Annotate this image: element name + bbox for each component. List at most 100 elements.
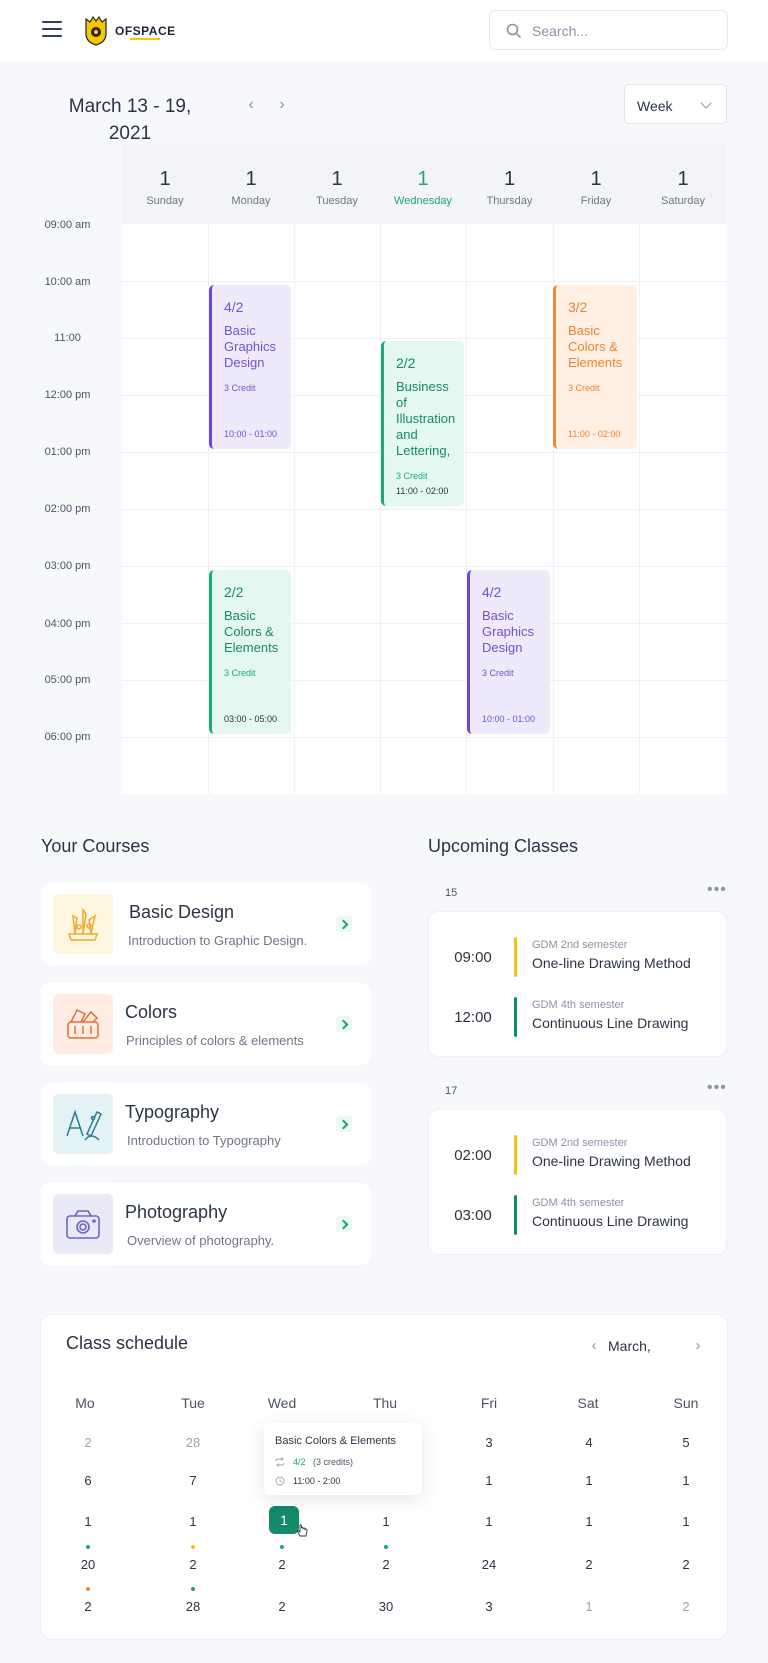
chevron-right-icon[interactable] bbox=[336, 1116, 352, 1132]
selected-date[interactable]: 1 bbox=[269, 1506, 299, 1534]
date-cell[interactable]: 30 bbox=[378, 1599, 394, 1614]
event-basic-graphics-design[interactable]: 4/2 Basic Graphics Design 3 Credit 10:00… bbox=[467, 570, 550, 734]
date-cell[interactable]: 2 bbox=[682, 1557, 690, 1572]
weekday-label: Sun bbox=[673, 1395, 699, 1411]
date-cell[interactable]: 1 bbox=[682, 1473, 690, 1488]
day-header-thursday[interactable]: 1 Thursday bbox=[466, 144, 553, 224]
course-subtitle: Overview of photography. bbox=[127, 1233, 275, 1248]
day-name: Monday bbox=[231, 195, 271, 207]
date-cell[interactable]: 1 bbox=[485, 1473, 493, 1488]
date-cell[interactable]: 2 bbox=[84, 1599, 92, 1614]
class-time: 03:00 bbox=[454, 1207, 492, 1224]
day-header-monday[interactable]: 1 Monday bbox=[208, 144, 294, 224]
time-label: 04:00 pm bbox=[44, 618, 91, 630]
event-basic-graphics-design[interactable]: 4/2 Basic Graphics Design 3 Credit 10:00… bbox=[209, 285, 291, 449]
typography-pen-icon bbox=[53, 1094, 113, 1154]
date-cell[interactable]: 2 bbox=[84, 1435, 92, 1450]
more-options-icon[interactable]: ••• bbox=[707, 1079, 727, 1096]
day-name: Tuesday bbox=[316, 195, 358, 207]
date-cell[interactable]: 2 bbox=[585, 1557, 593, 1572]
course-card-photography[interactable]: Photography Overview of photography. bbox=[41, 1183, 371, 1265]
date-cell[interactable]: 5 bbox=[682, 1435, 690, 1450]
date-cell[interactable]: 3 bbox=[485, 1599, 493, 1614]
date-cell[interactable]: 28 bbox=[185, 1599, 201, 1614]
event-dot bbox=[384, 1545, 388, 1549]
day-name: Friday bbox=[580, 195, 612, 207]
date-cell[interactable]: 20 bbox=[80, 1557, 96, 1572]
weekday-label: Thu bbox=[372, 1395, 398, 1411]
time-label: 10:00 am bbox=[44, 276, 91, 288]
day-header-wednesday[interactable]: 1 Wednesday bbox=[380, 144, 466, 224]
more-options-icon[interactable]: ••• bbox=[707, 881, 727, 898]
grid-line bbox=[122, 281, 727, 282]
course-card-basic-design[interactable]: Basic Design Introduction to Graphic Des… bbox=[41, 883, 371, 965]
weekday-label: Sat bbox=[577, 1395, 599, 1411]
class-semester: GDM 2nd semester bbox=[532, 939, 628, 951]
chevron-right-icon[interactable] bbox=[336, 1016, 352, 1032]
upcoming-date: 17 bbox=[445, 1085, 458, 1097]
date-cell[interactable]: 1 bbox=[585, 1473, 593, 1488]
tooltip-title: Basic Colors & Elements bbox=[275, 1435, 397, 1447]
month-prev-icon[interactable]: ‹ bbox=[591, 1337, 597, 1354]
course-title: Typography bbox=[125, 1102, 220, 1122]
class-time: 02:00 bbox=[454, 1147, 492, 1164]
date-cell[interactable]: 2 bbox=[382, 1557, 390, 1572]
day-header-sunday[interactable]: 1 Sunday bbox=[122, 144, 208, 224]
date-cell[interactable]: 1 bbox=[485, 1514, 493, 1529]
hand-cursor-icon bbox=[296, 1524, 308, 1537]
date-cell[interactable]: 6 bbox=[84, 1473, 92, 1488]
day-number: 1 bbox=[159, 168, 171, 190]
event-business-illustration[interactable]: 2/2 Business of Illustration and Letteri… bbox=[381, 341, 464, 506]
course-card-colors[interactable]: Colors Principles of colors & elements bbox=[41, 983, 371, 1065]
date-cell[interactable]: 2 bbox=[278, 1557, 286, 1572]
date-cell[interactable]: 3 bbox=[485, 1435, 493, 1450]
chevron-right-icon[interactable] bbox=[336, 916, 352, 932]
course-title: Colors bbox=[125, 1002, 178, 1022]
week-next-icon[interactable]: › bbox=[279, 96, 285, 113]
month-next-icon[interactable]: › bbox=[695, 1337, 701, 1354]
class-schedule: Class schedule ‹ March, › Mo Tue Wed Thu… bbox=[40, 1314, 728, 1640]
date-cell[interactable]: 1 bbox=[382, 1514, 390, 1529]
upcoming-class-item[interactable]: 03:00 GDM 4th semester Continuous Line D… bbox=[429, 1193, 728, 1235]
menu-icon[interactable] bbox=[42, 21, 62, 37]
grid-line bbox=[122, 737, 727, 738]
week-range-title: March 13 - 19, 2021 bbox=[68, 96, 192, 144]
repeat-icon bbox=[275, 1457, 285, 1467]
course-card-typography[interactable]: Typography Introduction to Typography bbox=[41, 1083, 371, 1165]
date-cell[interactable]: 2 bbox=[189, 1557, 197, 1572]
date-cell[interactable]: 1 bbox=[84, 1514, 92, 1529]
date-cell[interactable]: 1 bbox=[585, 1599, 593, 1614]
day-header-tuesday[interactable]: 1 Tuesday bbox=[294, 144, 380, 224]
class-semester: GDM 4th semester bbox=[532, 1197, 625, 1209]
date-cell[interactable]: 1 bbox=[585, 1514, 593, 1529]
design-tools-icon bbox=[53, 894, 113, 954]
date-cell[interactable]: 2 bbox=[278, 1599, 286, 1614]
event-basic-colors[interactable]: 3/2 Basic Colors & Elements 3 Credit 11:… bbox=[553, 285, 637, 449]
upcoming-class-item[interactable]: 09:00 GDM 2nd semester One-line Drawing … bbox=[429, 935, 728, 977]
day-header-friday[interactable]: 1 Friday bbox=[553, 144, 639, 224]
search-box[interactable] bbox=[489, 10, 728, 50]
day-number: 1 bbox=[417, 168, 429, 190]
event-basic-colors[interactable]: 2/2 Basic Colors & Elements 3 Credit 03:… bbox=[209, 570, 291, 734]
event-title: Basic Graphics Design bbox=[224, 323, 277, 370]
brand-underline bbox=[130, 38, 160, 40]
week-prev-icon[interactable]: ‹ bbox=[248, 96, 254, 113]
date-cell[interactable]: 7 bbox=[189, 1473, 197, 1488]
chevron-down-icon bbox=[700, 97, 712, 109]
chevron-right-icon[interactable] bbox=[336, 1216, 352, 1232]
date-cell[interactable]: 28 bbox=[185, 1435, 201, 1450]
date-cell[interactable]: 1 bbox=[682, 1514, 690, 1529]
date-cell[interactable]: 1 bbox=[189, 1514, 197, 1529]
upcoming-class-item[interactable]: 02:00 GDM 2nd semester One-line Drawing … bbox=[429, 1133, 728, 1175]
upcoming-class-item[interactable]: 12:00 GDM 4th semester Continuous Line D… bbox=[429, 995, 728, 1037]
date-cell[interactable]: 24 bbox=[481, 1557, 497, 1572]
event-dot bbox=[191, 1587, 195, 1591]
event-time: 03:00 - 05:00 bbox=[224, 714, 278, 724]
date-cell[interactable]: 2 bbox=[682, 1599, 690, 1614]
search-input[interactable] bbox=[532, 20, 712, 42]
view-select[interactable]: Week bbox=[624, 84, 727, 124]
event-time: 10:00 - 01:00 bbox=[482, 714, 536, 724]
date-cell[interactable]: 4 bbox=[585, 1435, 593, 1450]
day-header-saturday[interactable]: 1 Saturday bbox=[639, 144, 727, 224]
weekday-label: Tue bbox=[181, 1395, 205, 1411]
